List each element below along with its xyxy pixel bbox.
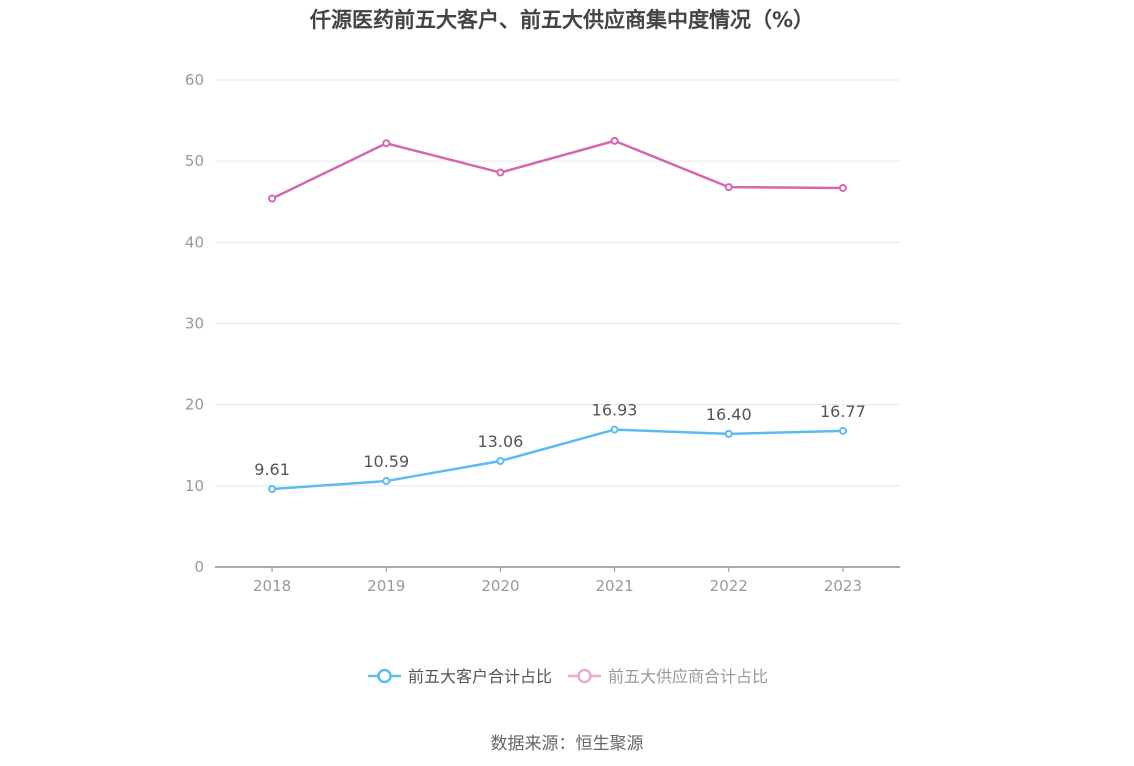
y-tick-label: 40 (185, 233, 204, 251)
legend: 前五大客户合计占比 前五大供应商合计占比 (368, 667, 768, 686)
y-tick-label: 0 (194, 558, 204, 576)
chart-title: 仟源医药前五大客户、前五大供应商集中度情况（%） (309, 8, 815, 32)
data-label: 16.40 (706, 405, 752, 424)
data-point (268, 484, 277, 493)
y-tick-label: 30 (185, 315, 204, 333)
legend-marker (377, 668, 392, 684)
data-point (838, 183, 847, 192)
series-line (271, 139, 843, 200)
data-label: 13.06 (478, 432, 524, 451)
y-axis: 0 10 20 30 40 50 60 (185, 71, 204, 576)
y-tick-label: 60 (185, 71, 204, 89)
y-tick-label: 50 (185, 152, 204, 170)
y-tick-label: 20 (185, 396, 204, 414)
x-tick-label: 2021 (595, 577, 633, 595)
legend-label: 前五大客户合计占比 (408, 667, 552, 686)
x-tick-label: 2023 (824, 577, 862, 595)
data-point (610, 136, 619, 145)
data-point (496, 168, 505, 177)
data-label: 16.77 (820, 402, 866, 421)
data-label: 9.61 (254, 460, 290, 479)
data-point (610, 425, 619, 434)
data-point (724, 429, 733, 438)
legend-marker (577, 668, 592, 684)
data-label: 16.93 (592, 401, 638, 420)
grid-lines (215, 79, 900, 487)
data-label: 10.59 (363, 452, 409, 471)
data-source: 数据来源：恒生聚源 (490, 734, 644, 754)
x-tick-label: 2019 (367, 577, 405, 595)
data-point (724, 183, 733, 192)
data-point (268, 194, 277, 203)
x-tick-label: 2018 (253, 577, 291, 595)
data-point (382, 139, 391, 148)
x-tick-label: 2022 (710, 577, 748, 595)
data-point (838, 426, 847, 435)
y-tick-label: 10 (185, 477, 204, 495)
x-axis: 2018 2019 2020 2021 2022 2023 (215, 566, 900, 595)
x-tick-label: 2020 (481, 577, 519, 595)
data-point (496, 456, 505, 465)
series-line (271, 428, 843, 491)
data-point (382, 477, 391, 486)
series-layer: 9.61 10.59 13.06 16.93 16.40 16.77 (254, 136, 866, 493)
legend-label: 前五大供应商合计占比 (608, 667, 768, 686)
